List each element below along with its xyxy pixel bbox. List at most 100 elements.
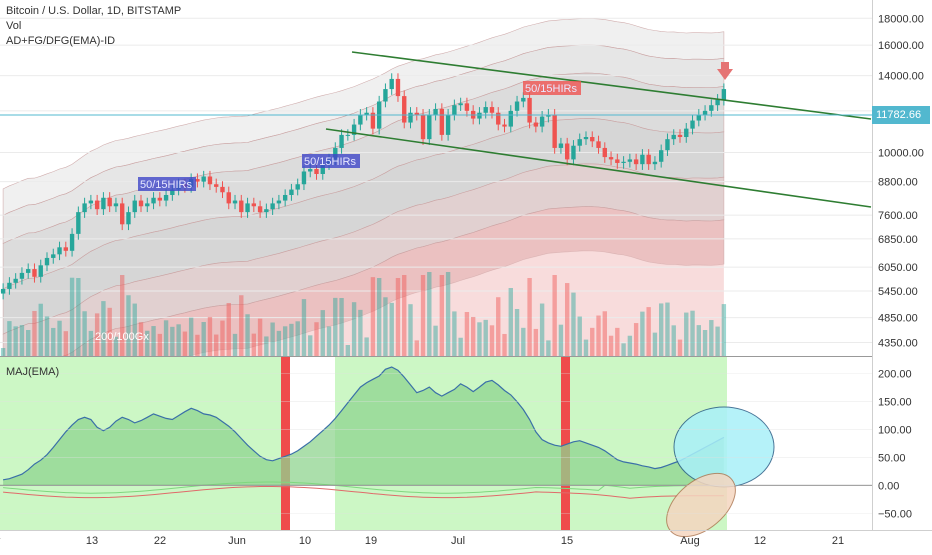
annotation-box (138, 177, 196, 191)
oscillator-label[interactable]: MAJ(EMA) (6, 366, 60, 378)
candle-body (88, 200, 94, 204)
candle-body (38, 265, 43, 277)
osc-tick-label: 0.00 (878, 480, 899, 492)
candle-body (564, 143, 570, 160)
volume-bar (339, 298, 344, 356)
candle-body (596, 141, 601, 148)
candle-body (57, 247, 62, 255)
candle-body (709, 105, 714, 111)
volume-bar (170, 326, 175, 356)
volume-bar (157, 333, 163, 356)
candle-body (464, 103, 470, 111)
volume-bar (113, 336, 119, 356)
volume-bar (420, 275, 426, 356)
candle-body (214, 184, 219, 187)
volume-bar (120, 275, 125, 356)
candle-body (339, 134, 344, 148)
candle-body (207, 176, 213, 185)
annotation-label: 50/15HIRs (525, 83, 577, 95)
volume-bar (640, 311, 645, 356)
candle-body (546, 114, 551, 117)
candle-body (276, 200, 282, 204)
candle-body (69, 233, 75, 251)
time-tick-label: 15 (561, 535, 573, 547)
symbol-title[interactable]: Bitcoin / U.S. Dollar, 1D, BITSTAMP (6, 5, 182, 17)
volume-bar (201, 322, 206, 356)
volume-bar (571, 292, 576, 356)
candle-body (351, 124, 357, 135)
time-tick-label: May (0, 535, 1, 547)
volume-bar (596, 315, 601, 356)
last-price-tag: 11782.66 (872, 106, 930, 124)
candle-body (721, 89, 727, 100)
volume-bar (51, 327, 56, 356)
volume-bar (320, 310, 325, 356)
volume-bar (38, 303, 43, 356)
volume-bar (257, 318, 263, 356)
volume-bar (577, 316, 582, 356)
candle-body (345, 134, 351, 136)
volume-bar (289, 323, 294, 356)
candle-body (615, 159, 620, 163)
price-grid (0, 17, 872, 343)
candle-body (289, 189, 294, 195)
volume-bar (659, 303, 664, 356)
price-tick-label: 6050.00 (878, 262, 918, 274)
volume-bar (26, 330, 31, 356)
volume-bar (345, 345, 351, 356)
sell-arrow-icon (717, 62, 733, 80)
annotation-box (302, 154, 360, 168)
volume-bar (702, 330, 708, 356)
trendline-lower (325, 128, 872, 208)
volume-bar (389, 302, 394, 356)
candle-body (195, 179, 200, 182)
osc-tick-label: 100.00 (878, 425, 912, 437)
time-tick-label: 13 (86, 535, 98, 547)
candle-body (627, 159, 633, 162)
volume-bar (76, 278, 81, 356)
candle-body (445, 114, 451, 135)
volume-bar (445, 272, 451, 356)
indicator-label[interactable]: AD+FG/DFG(EMA)-ID (6, 35, 116, 47)
candle-body (571, 145, 576, 160)
candle-body (414, 112, 419, 115)
candle-body (270, 203, 275, 210)
volume-bar (615, 327, 620, 356)
candle-body (583, 137, 589, 140)
volume-bar (220, 320, 225, 356)
candle-body (514, 101, 520, 111)
volume-bar (251, 333, 257, 356)
volume-bar (138, 322, 144, 356)
candle-body (163, 194, 169, 201)
volume-bar (351, 302, 357, 356)
volume-bar (564, 283, 570, 356)
volume-bar (151, 326, 156, 356)
volume-bar (295, 321, 300, 356)
candle-body (659, 150, 664, 162)
candle-body (483, 107, 488, 113)
volume-bar (496, 297, 501, 356)
volume-bar (665, 302, 670, 356)
volume-bar (63, 331, 68, 356)
candle-body (101, 197, 106, 210)
volume-bar (276, 330, 282, 356)
volume-bar (82, 311, 87, 356)
candle-body (251, 203, 257, 207)
volume-label[interactable]: Vol (6, 20, 22, 32)
candle-body (677, 134, 683, 138)
volume-bar (671, 325, 676, 356)
volume-bar (163, 320, 169, 356)
time-tick-label: Jun (228, 535, 246, 547)
volume-bar (477, 322, 482, 356)
candle-body (539, 116, 545, 127)
candle-body (608, 157, 614, 160)
candle-body (170, 189, 175, 195)
volume-bar (13, 326, 18, 356)
volume-bar (721, 304, 727, 356)
osc-tick-label: 50.00 (878, 452, 906, 464)
price-annotations: 50/15HIRs 50/15HIRs 50/15HIRs (138, 81, 581, 191)
candle-body (282, 194, 288, 201)
candle-body (132, 200, 137, 213)
signal-bar-red (281, 357, 290, 530)
